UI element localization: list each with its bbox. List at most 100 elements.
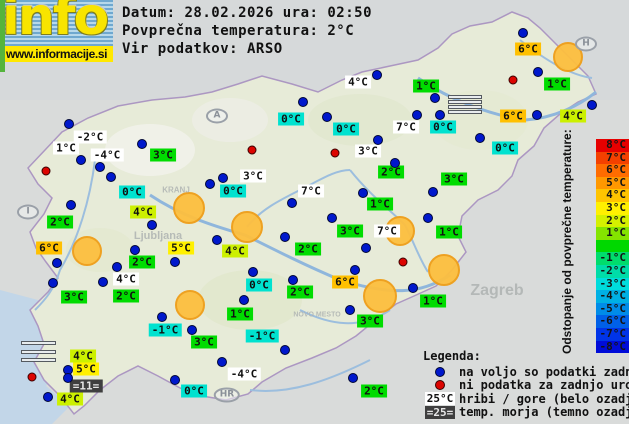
station-temperature-label: 5°C (73, 362, 99, 376)
station-dot-recent (372, 70, 382, 80)
station-dot-recent (327, 213, 337, 223)
legend-item-icon: =25= (423, 405, 457, 419)
station-dot-nodata (330, 148, 340, 158)
station-dot-recent (64, 119, 74, 129)
station-dot-recent (217, 357, 227, 367)
station-temperature-label: 6°C (500, 109, 526, 123)
legend-item-text: na voljo so podatki zadnje ure (459, 364, 629, 379)
station-temperature-label: 2°C (47, 215, 73, 229)
station-temperature-label: 6°C (36, 241, 62, 255)
station-temperature-label: 4°C (130, 205, 156, 219)
city-name-label: Ljubljana (133, 230, 183, 242)
station-temperature-label: 7°C (374, 224, 400, 238)
station-dot-recent (248, 267, 258, 277)
scale-entry: 8°C (596, 138, 629, 152)
scale-entry: -4°C (596, 290, 629, 303)
station-dot-recent (408, 283, 418, 293)
city-name-label: NOVO MESTO (293, 311, 341, 319)
station-dot-recent (66, 200, 76, 210)
station-temperature-label: 3°C (150, 148, 176, 162)
station-temperature-label: 5°C (168, 241, 194, 255)
station-temperature-label: 4°C (113, 272, 139, 286)
city-highlight-circle (363, 279, 397, 313)
blue-dot-icon (435, 366, 445, 377)
logo-brand-text: info (2, 0, 109, 46)
station-temperature-label: -1°C (148, 323, 182, 337)
city-highlight-circle (175, 290, 205, 320)
station-temperature-label: 0°C (220, 184, 246, 198)
scale-entry: 6°C (596, 164, 629, 177)
legend-item: 25°C hribi / gore (belo ozadje) (423, 392, 629, 406)
hatch-bar (448, 110, 482, 114)
station-temperature-label: 4°C (57, 392, 83, 406)
dark-chip-sample: =25= (424, 405, 456, 419)
logo-green-strip (0, 0, 5, 72)
scale-entry: -3°C (596, 277, 629, 291)
station-temperature-label: 3°C (355, 144, 381, 158)
station-temperature-label: 3°C (441, 172, 467, 186)
station-temperature-label: 0°C (333, 122, 359, 136)
station-dot-recent (280, 345, 290, 355)
scale-entry: 3°C (596, 201, 629, 215)
station-temperature-label: 0°C (119, 185, 145, 199)
header-source-line: Vir podatkov: ARSO (122, 41, 283, 57)
country-code-sign: A (206, 108, 228, 124)
station-dot-recent (170, 257, 180, 267)
station-temperature-label: -4°C (90, 148, 124, 162)
station-dot-recent (48, 278, 58, 288)
legend-title: Legenda: (423, 349, 481, 363)
station-dot-recent (205, 179, 215, 189)
legend-item: =25= temp. morja (temno ozadje) (423, 405, 629, 420)
station-dot-recent (147, 220, 157, 230)
station-dot-recent (348, 373, 358, 383)
station-dot-recent (412, 110, 422, 120)
station-temperature-label: 1°C (413, 79, 439, 93)
legend: Legenda: na voljo so podatki zadnje uren… (423, 349, 629, 419)
motorway-hatch-icon (448, 95, 482, 114)
country-code-sign: H (575, 36, 597, 52)
station-temperature-label: 4°C (70, 349, 96, 363)
hatch-bar (21, 358, 56, 362)
station-dot-recent (218, 173, 228, 183)
station-dot-recent (373, 135, 383, 145)
hatch-bar (448, 95, 482, 99)
station-temperature-label: 2°C (361, 384, 387, 398)
station-temperature-label: 4°C (345, 75, 371, 89)
header: Datum: 28.02.2026 ura: 02:50 Povprečna t… (122, 4, 372, 58)
station-dot-recent (157, 312, 167, 322)
city-highlight-circle (72, 236, 102, 266)
station-temperature-label: 7°C (393, 120, 419, 134)
city-highlight-circle (173, 192, 205, 224)
station-temperature-label: -4°C (227, 367, 261, 381)
scale-entry: -2°C (596, 264, 629, 278)
scale-entry: 4°C (596, 189, 629, 202)
station-temperature-label: -1°C (245, 329, 279, 343)
hatch-bar (21, 349, 56, 354)
legend-item-text: ni podatka za zadnjo uro (459, 378, 629, 393)
station-temperature-label: 7°C (298, 184, 324, 198)
station-dot-recent (322, 112, 332, 122)
station-temperature-label: 4°C (222, 244, 248, 258)
legend-item-text: temp. morja (temno ozadje) (459, 405, 629, 420)
legend-item-icon (423, 380, 457, 391)
station-dot-recent (63, 373, 73, 383)
station-dot-recent (533, 67, 543, 77)
station-temperature-label: 6°C (515, 42, 541, 56)
station-dot-recent (358, 188, 368, 198)
station-dot-recent (423, 213, 433, 223)
station-dot-recent (350, 265, 360, 275)
station-dot-recent (43, 392, 53, 402)
red-dot-icon (435, 380, 445, 391)
station-temperature-label: 0°C (181, 384, 207, 398)
station-dot-nodata (41, 166, 51, 176)
scale-entry: 7°C (596, 151, 629, 165)
station-temperature-label: 3°C (240, 169, 266, 183)
legend-item-icon: 25°C (423, 392, 457, 406)
scale-entry: 5°C (596, 176, 629, 190)
station-dot-nodata (27, 372, 37, 382)
station-temperature-label: 2°C (129, 255, 155, 269)
station-temperature-label: 1°C (544, 77, 570, 91)
logo-link[interactable]: info www.informacije.si (0, 0, 113, 62)
white-chip-sample: 25°C (424, 392, 456, 406)
